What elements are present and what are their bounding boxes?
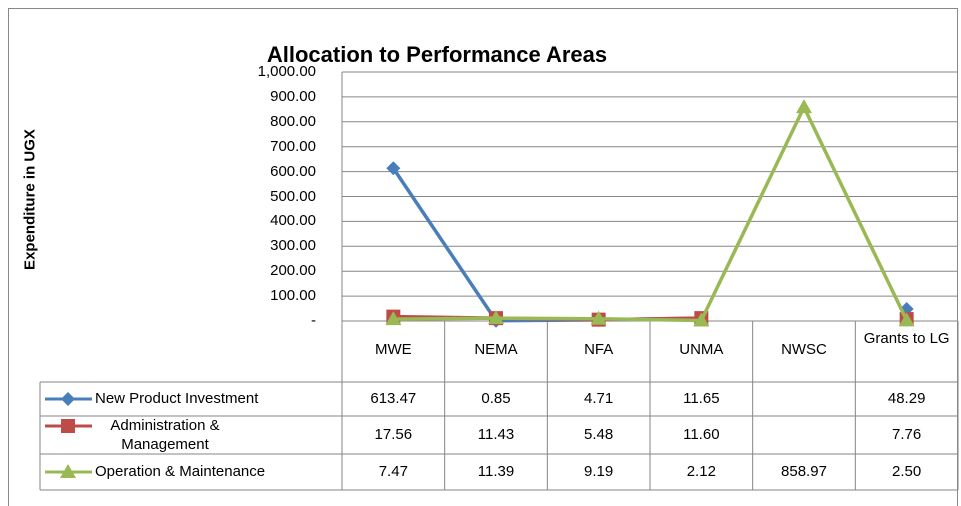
marker <box>898 312 915 327</box>
x-tick-label: Grants to LG <box>863 330 950 347</box>
legend-label: New Product Investment <box>95 390 259 407</box>
table-value: 5.48 <box>584 426 614 443</box>
table-value: 9.19 <box>584 463 614 480</box>
x-tick-label: NWSC <box>781 341 827 358</box>
legend-marker <box>61 419 75 433</box>
series-line <box>393 103 909 323</box>
marker <box>385 311 402 326</box>
series-line <box>393 168 906 321</box>
y-tick-label: 1,000.00 <box>257 63 316 80</box>
table-value: 858.97 <box>781 463 827 480</box>
table-value: 17.56 <box>374 426 413 443</box>
table-value: 4.71 <box>584 390 614 407</box>
y-tick-label: 800.00 <box>270 112 316 130</box>
chart-title: Allocation to Performance Areas <box>266 42 608 67</box>
x-tick-label: NEMA <box>474 341 518 358</box>
y-tick-label: 500.00 <box>270 187 316 205</box>
x-tick-label: NFA <box>584 341 614 358</box>
marker <box>796 99 812 114</box>
x-tick-label: MWE <box>374 341 412 358</box>
table-value: 0.85 <box>481 390 511 407</box>
legend-marker <box>61 392 75 406</box>
table-value: 11.60 <box>683 426 720 443</box>
chart-border <box>8 8 958 506</box>
x-tick-label: UNMA <box>679 341 724 358</box>
y-tick-label: 200.00 <box>270 262 316 280</box>
marker <box>590 310 607 325</box>
y-tick-label: 100.00 <box>270 287 316 305</box>
table-value: 7.47 <box>378 463 408 480</box>
legend-label: Administration & Management <box>110 417 220 453</box>
table-value: 2.50 <box>892 463 922 480</box>
table-value: 11.39 <box>477 463 515 480</box>
table-value: 48.29 <box>887 390 926 407</box>
y-tick-label: - <box>311 312 316 329</box>
table-value: 7.76 <box>892 426 922 443</box>
marker <box>693 312 710 327</box>
table-value: 2.12 <box>686 463 716 480</box>
y-tick-label: 700.00 <box>270 137 316 155</box>
legend-marker <box>60 464 76 478</box>
legend-label: Operation & Maintenance <box>95 463 266 480</box>
table-value: 11.65 <box>683 390 720 407</box>
table-value: 613.47 <box>370 390 417 407</box>
marker <box>488 310 504 325</box>
y-tick-label: 400.00 <box>270 212 316 230</box>
table-value: 11.43 <box>477 426 515 443</box>
y-axis-label: Expenditure in UGX <box>21 129 39 270</box>
y-tick-label: 900.00 <box>270 87 316 105</box>
marker <box>386 161 401 176</box>
y-tick-label: 300.00 <box>270 237 316 255</box>
y-tick-label: 600.00 <box>270 162 316 180</box>
